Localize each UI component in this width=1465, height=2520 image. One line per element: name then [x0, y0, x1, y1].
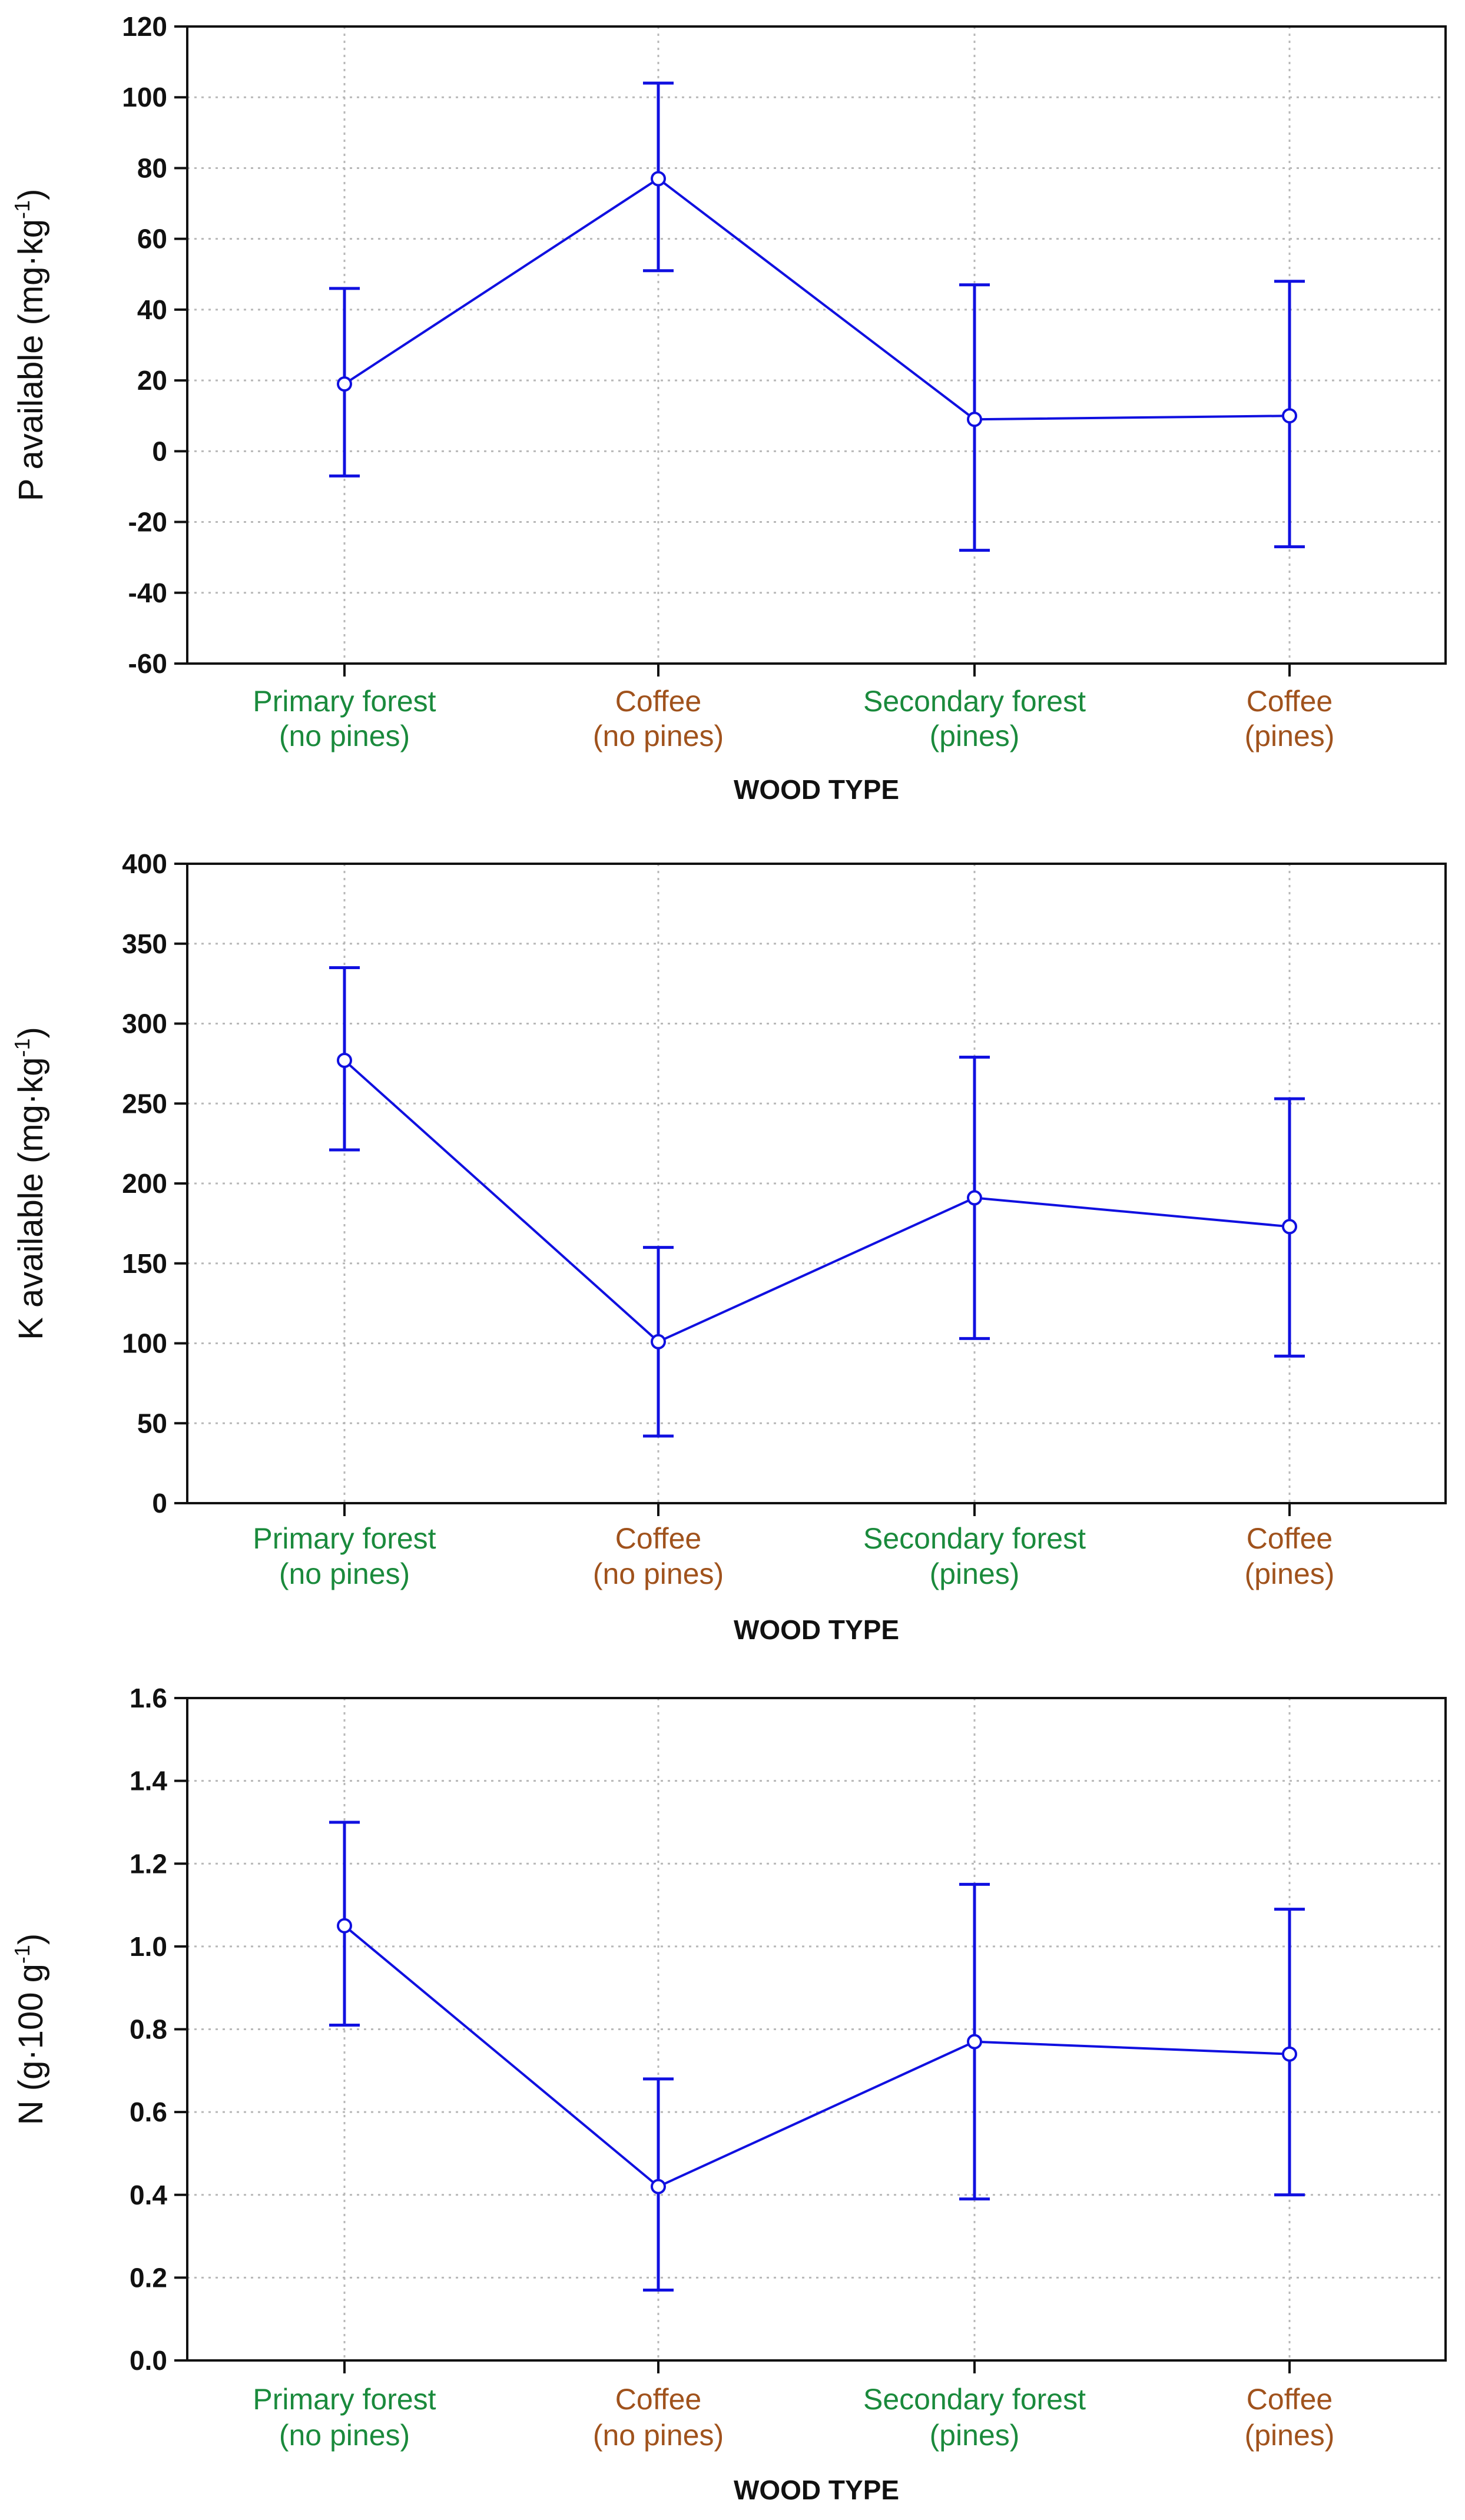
- category-label: Secondary forest: [863, 1522, 1086, 1555]
- category-label-sub: (no pines): [279, 2419, 410, 2452]
- y-tick-label: -20: [128, 507, 167, 538]
- y-tick-label: -60: [128, 648, 167, 679]
- category-label: Primary forest: [253, 685, 436, 718]
- y-tick-label: 0.2: [130, 2262, 167, 2293]
- y-tick-label: 0: [152, 1488, 167, 1518]
- y-tick-label: 1.4: [130, 1766, 167, 1796]
- category-label: Coffee: [615, 1522, 701, 1555]
- category-label: Coffee: [1247, 2383, 1333, 2416]
- x-axis-label: WOOD TYPE: [734, 774, 899, 805]
- category-label: Coffee: [615, 685, 701, 718]
- y-tick-label: 60: [137, 224, 167, 254]
- y-tick-label: 0: [152, 436, 167, 466]
- category-label: Secondary forest: [863, 2383, 1086, 2416]
- data-point: [337, 1918, 352, 1934]
- category-label-sub: (pines): [1245, 1557, 1335, 1590]
- y-tick-label: 1.6: [130, 1683, 167, 1713]
- data-point: [967, 412, 982, 427]
- y-tick-label: 150: [122, 1248, 167, 1279]
- data-point: [1282, 408, 1297, 424]
- data-point: [967, 1190, 982, 1206]
- category-label-sub: (no pines): [593, 2419, 724, 2452]
- category-label: Primary forest: [253, 1522, 436, 1555]
- series-line: [343, 177, 1290, 421]
- y-tick-label: 0.8: [130, 2014, 167, 2045]
- y-tick-label: 350: [122, 929, 167, 959]
- y-tick-label: 40: [137, 294, 167, 325]
- y-tick-label: 250: [122, 1088, 167, 1119]
- data-point: [651, 1334, 666, 1349]
- data-point: [651, 171, 666, 187]
- y-tick-label: -40: [128, 578, 167, 608]
- y-tick-label: 100: [122, 82, 167, 112]
- y-tick-label: 300: [122, 1009, 167, 1039]
- y-tick-label: 0.6: [130, 2097, 167, 2127]
- data-point: [337, 1052, 352, 1068]
- x-axis-label: WOOD TYPE: [734, 1614, 899, 1645]
- category-label-sub: (no pines): [279, 719, 410, 752]
- y-axis-label: K available (mg·kg-1): [10, 1027, 50, 1340]
- y-tick-label: 120: [122, 11, 167, 42]
- data-point: [1282, 1219, 1297, 1235]
- series-line: [343, 1059, 1290, 1344]
- x-axis-label: WOOD TYPE: [734, 2475, 899, 2505]
- chart-panel-3: 0.0 0.2 0.4 0.6 0.8 1.0 1.2 1.4 1.6 Primary fores…: [10, 1683, 1447, 2505]
- category-label: Coffee: [1247, 1522, 1333, 1555]
- category-label-sub: (no pines): [593, 719, 724, 752]
- y-tick-label: 50: [137, 1408, 167, 1438]
- data-point: [1282, 2046, 1297, 2062]
- y-tick-label: 1.2: [130, 1848, 167, 1879]
- category-label: Primary forest: [253, 2383, 436, 2416]
- category-label-sub: (pines): [930, 719, 1020, 752]
- data-point: [967, 2034, 982, 2050]
- category-label: Coffee: [615, 2383, 701, 2416]
- y-tick-label: 1.0: [130, 1931, 167, 1962]
- category-label-sub: (pines): [1245, 719, 1335, 752]
- category-label-sub: (no pines): [593, 1557, 724, 1590]
- plot-frame: [186, 25, 1447, 665]
- category-label-sub: (pines): [930, 1557, 1020, 1590]
- category-label-sub: (pines): [1245, 2419, 1335, 2452]
- category-label: Secondary forest: [863, 685, 1086, 718]
- data-point: [651, 2179, 666, 2194]
- category-label: Coffee: [1247, 685, 1333, 718]
- y-tick-label: 0.0: [130, 2345, 167, 2376]
- data-point: [337, 376, 352, 392]
- series-line: [343, 1925, 1290, 2189]
- category-label-sub: (no pines): [279, 1557, 410, 1590]
- y-tick-label: 20: [137, 365, 167, 396]
- y-tick-label: 0.4: [130, 2180, 167, 2210]
- y-axis-label: N (g·100 g-1): [10, 1934, 50, 2125]
- y-tick-label: 100: [122, 1328, 167, 1359]
- y-axis-label: P available (mg·kg-1): [10, 189, 50, 502]
- y-tick-label: 400: [122, 848, 167, 879]
- category-label-sub: (pines): [930, 2419, 1020, 2452]
- y-tick-label: 80: [137, 152, 167, 183]
- y-tick-label: 200: [122, 1168, 167, 1199]
